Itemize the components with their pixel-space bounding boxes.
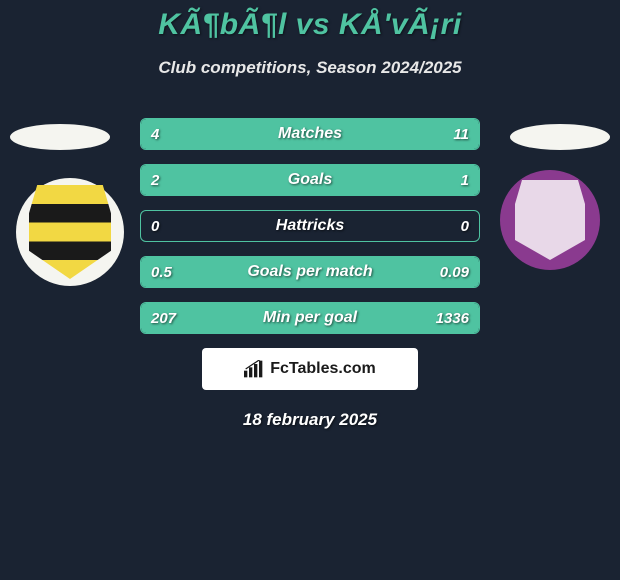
- stat-label: Matches: [278, 125, 342, 143]
- stat-row: 4 Matches 11: [140, 118, 480, 150]
- decorative-ellipse-left: [10, 124, 110, 150]
- stat-fill-right: [232, 119, 479, 149]
- decorative-ellipse-right: [510, 124, 610, 150]
- team-badge-right[interactable]: [500, 170, 600, 270]
- comparison-card: KÃ¶bÃ¶l vs KÅ'vÃ¡ri Club competitions, S…: [0, 0, 620, 430]
- stat-fill-left: [141, 165, 367, 195]
- team-crest-right: [515, 180, 585, 260]
- stat-label: Goals: [288, 171, 332, 189]
- stat-value-right: 11: [453, 126, 469, 143]
- team-crest-left: [29, 185, 111, 279]
- page-title: KÃ¶bÃ¶l vs KÅ'vÃ¡ri: [0, 8, 620, 42]
- stat-value-right: 1: [461, 172, 469, 189]
- match-date: 18 february 2025: [0, 410, 620, 430]
- stat-label: Min per goal: [263, 309, 357, 327]
- stat-value-right: 1336: [436, 310, 469, 327]
- stat-label: Hattricks: [276, 217, 344, 235]
- stat-value-left: 207: [151, 310, 176, 327]
- stat-row: 0.5 Goals per match 0.09: [140, 256, 480, 288]
- subtitle: Club competitions, Season 2024/2025: [0, 58, 620, 78]
- stat-value-right: 0: [461, 218, 469, 235]
- stat-value-right: 0.09: [440, 264, 469, 281]
- brand-badge[interactable]: FcTables.com: [202, 348, 418, 390]
- stat-value-left: 2: [151, 172, 159, 189]
- stat-value-left: 4: [151, 126, 159, 143]
- stat-label: Goals per match: [247, 263, 372, 281]
- stat-row: 2 Goals 1: [140, 164, 480, 196]
- bar-chart-icon: [244, 360, 264, 378]
- brand-label: FcTables.com: [270, 360, 376, 378]
- team-badge-left[interactable]: [16, 178, 124, 286]
- stat-value-left: 0: [151, 218, 159, 235]
- stats-table: 4 Matches 11 2 Goals 1 0 Hattricks 0 0.5 Goals per…: [140, 118, 480, 334]
- stat-row: 207 Min per goal 1336: [140, 302, 480, 334]
- stat-row: 0 Hattricks 0: [140, 210, 480, 242]
- stat-value-left: 0.5: [151, 264, 172, 281]
